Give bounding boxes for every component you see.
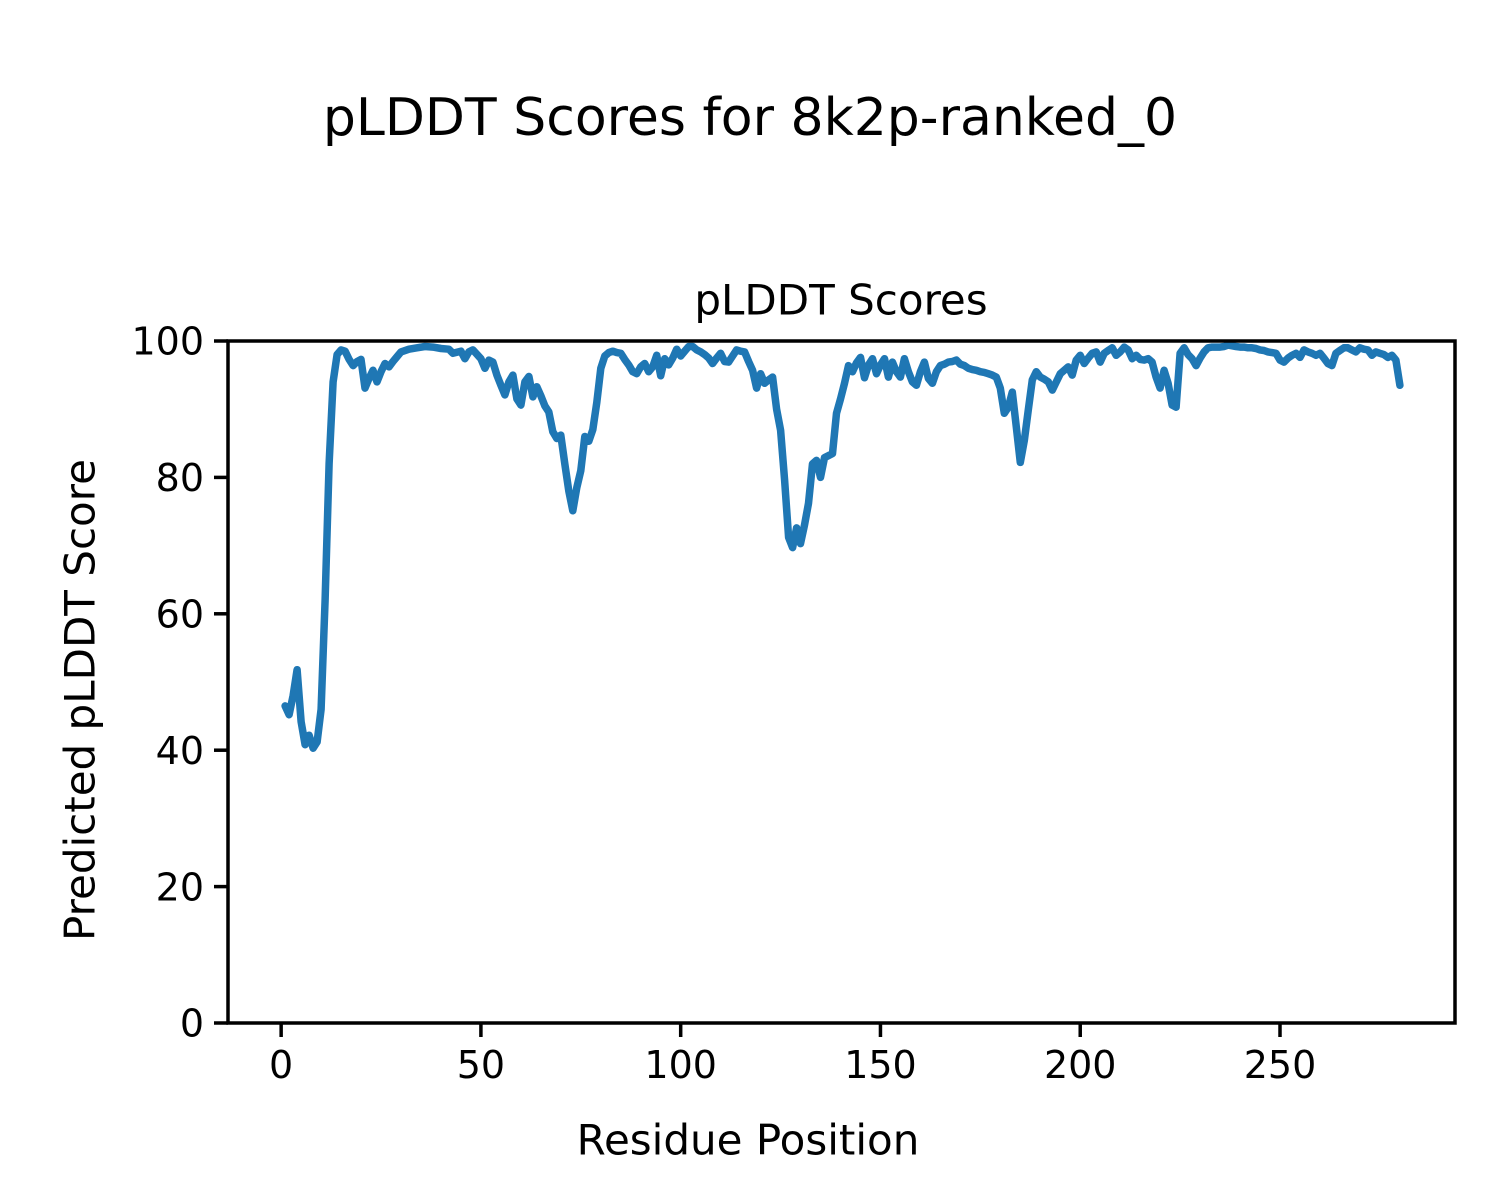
figure-title: pLDDT Scores for 8k2p-ranked_0: [322, 88, 1178, 148]
y-tick-label: 60: [156, 592, 204, 636]
x-axis-label: Residue Position: [576, 1115, 920, 1165]
x-tick-label: 100: [644, 1043, 717, 1087]
axes-spines: [226, 339, 1457, 1025]
y-tick-label: 80: [156, 456, 204, 500]
x-tick-label: 150: [844, 1043, 917, 1087]
plddt-line: [281, 341, 1404, 752]
x-tick-label: 200: [1044, 1043, 1117, 1087]
y-axis-label: Predicted pLDDT Score: [55, 459, 105, 941]
y-tick-label: 40: [156, 729, 204, 773]
y-tick-label: 20: [156, 865, 204, 909]
y-tick-label: 100: [131, 320, 204, 364]
x-tick-label: 0: [269, 1043, 293, 1087]
axes-title: pLDDT Scores: [694, 275, 988, 325]
x-tick-label: 250: [1244, 1043, 1317, 1087]
x-tick-label: 50: [457, 1043, 505, 1087]
y-tick-label: 0: [180, 1002, 204, 1046]
